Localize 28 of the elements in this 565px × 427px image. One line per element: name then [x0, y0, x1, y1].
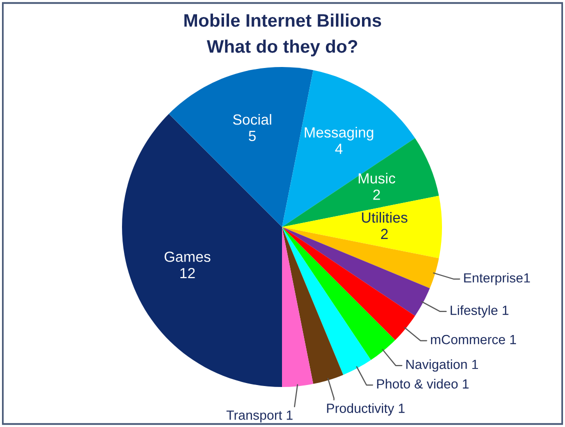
pie-slice — [282, 227, 430, 316]
slice-label: Games — [164, 252, 210, 262]
pie-slice — [282, 227, 371, 375]
data-label: 4 — [335, 144, 343, 154]
chart-title: Mobile Internet Billions — [184, 14, 382, 27]
pie-slice — [282, 227, 416, 340]
data-label: 2 — [373, 190, 380, 200]
slice-label: mCommerce 1 — [431, 334, 516, 344]
slice-label: Transport 1 — [226, 410, 293, 422]
pie-slice — [282, 227, 396, 360]
slice-label: Photo & video 1 — [377, 378, 469, 389]
pie-slice — [282, 227, 314, 387]
pie-slice — [282, 227, 344, 384]
slice-label: Productivity 1 — [327, 403, 405, 416]
slice-label: Social — [233, 114, 272, 125]
data-label: 12 — [180, 268, 195, 278]
pie-slice — [282, 70, 416, 227]
slice-label: Navigation 1 — [406, 359, 478, 372]
slice-label: Utilities — [362, 212, 408, 223]
slice-label: Enterprise1 — [464, 272, 530, 286]
slice-label: Messaging — [304, 126, 374, 140]
pie-slice — [282, 227, 439, 288]
data-label: 2 — [381, 228, 388, 239]
slice-label: Music — [358, 172, 396, 184]
chart-subtitle: What do they do? — [206, 40, 358, 56]
slice-label: Lifestyle 1 — [450, 305, 508, 318]
data-label: 5 — [248, 130, 256, 142]
pie-slice — [122, 114, 282, 387]
